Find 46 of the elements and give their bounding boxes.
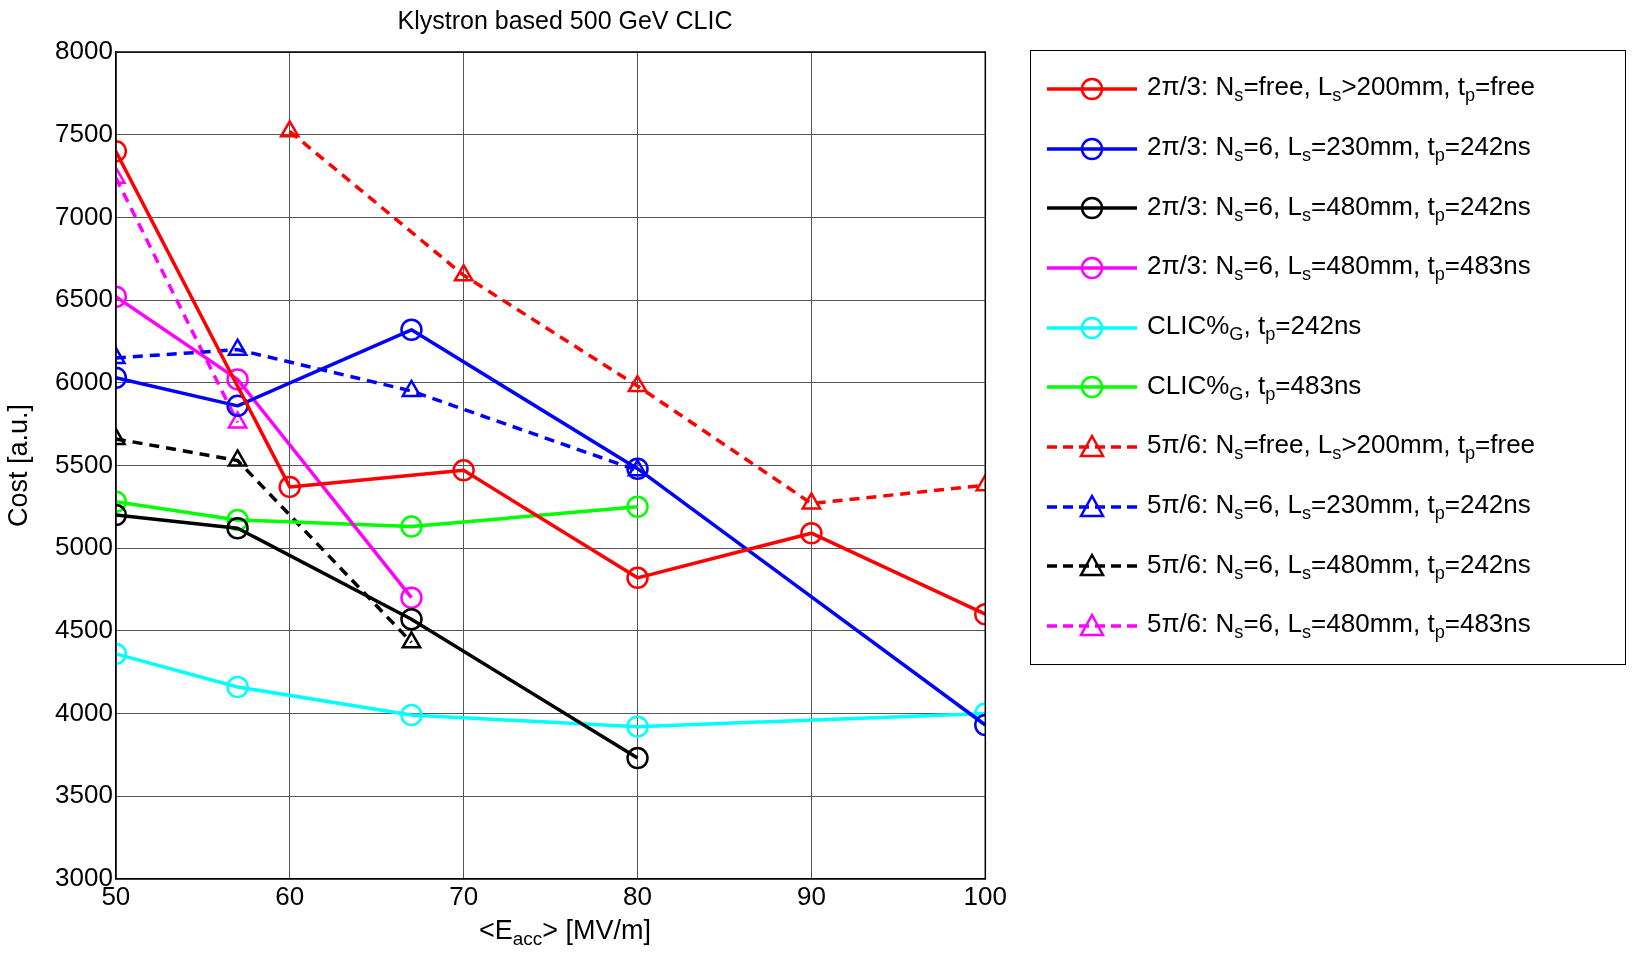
x-tick-label: 70: [449, 880, 479, 911]
x-tick-label: 90: [796, 880, 826, 911]
point: [400, 607, 423, 631]
legend-label: CLIC%$_{G}$, t$_{p}$=242ns: [1147, 310, 1362, 346]
y-tick-label: 6500: [55, 283, 113, 314]
point: [400, 586, 423, 609]
legend-label: 5π/6: N$_{s}$=6, L$_{s}$=480mm, t$_{p}$=242ns: [1147, 548, 1531, 584]
legend-label: 2π/3: N$_{s}$=6, L$_{s}$=230mm, t$_{p}$=242ns: [1147, 130, 1531, 167]
point: [226, 516, 249, 540]
y-tick-label: 6000: [55, 365, 113, 396]
y-tick-label: 4000: [55, 696, 113, 727]
y-tick-label: 7000: [55, 200, 113, 231]
legend-label: 2π/3: N$_{s}$=6, L$_{s}$=480mm, t$_{p}$=242ns: [1147, 190, 1531, 226]
y-tick-label: 5000: [55, 531, 113, 562]
point: [626, 746, 649, 770]
point: [452, 459, 475, 482]
point: [278, 475, 301, 499]
point: [227, 338, 248, 356]
point: [279, 120, 300, 138]
point: [400, 515, 423, 538]
x-tick-label: 60: [275, 880, 305, 911]
point: [626, 566, 649, 590]
point: [453, 263, 474, 282]
point: [401, 379, 422, 398]
legend-label: 2π/3: N$_{s}$=6, L$_{s}$=480mm, t$_{p}$=483ns: [1147, 250, 1531, 286]
point: [400, 703, 423, 727]
y-tick-label: 7500: [55, 117, 113, 148]
point: [626, 495, 649, 518]
x-axis-title: <E$_{acc}$> [MV/m]: [478, 915, 652, 951]
chart-title: Klystron based 500 GeV CLIC: [396, 6, 734, 35]
y-tick-label: 8000: [55, 35, 113, 66]
point: [226, 675, 249, 699]
point: [400, 318, 423, 342]
y-tick-label: 3500: [55, 779, 113, 810]
legend-label: 5π/6: N$_{s}$=6, L$_{s}$=480mm, t$_{p}$=483ns: [1147, 608, 1531, 644]
point: [626, 715, 649, 738]
point: [627, 374, 648, 393]
y-tick-label: 4500: [55, 613, 113, 644]
y-tick-label: 5500: [55, 448, 113, 479]
legend-label: CLIC%$_{G}$, t$_{p}$=483ns: [1147, 369, 1362, 405]
legend-label: 5π/6: N$_{s}$=6, L$_{s}$=230mm, t$_{p}$=242ns: [1147, 489, 1531, 525]
x-tick-label: 80: [623, 880, 652, 911]
y-axis-title: Cost [a.u.]: [2, 402, 34, 530]
legend-label: 5π/6: N$_{s}$=free, L$_{s}$>200mm, t$_{p}$=free: [1147, 429, 1536, 465]
x-tick-label: 100: [963, 880, 1008, 911]
legend-label: 2π/3: N$_{s}$=free, L$_{s}$>200mm, t$_{p}$=free: [1147, 71, 1536, 107]
